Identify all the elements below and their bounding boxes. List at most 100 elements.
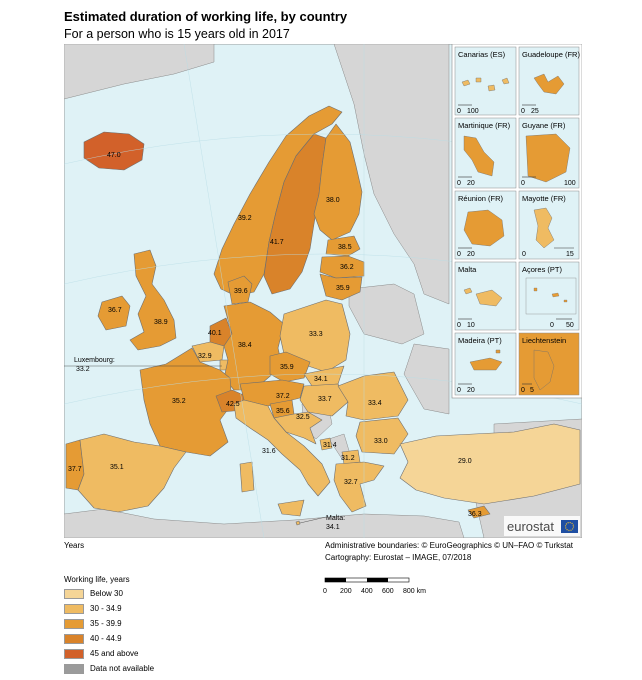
legend-swatch <box>64 603 84 614</box>
region-lithuania <box>319 273 363 301</box>
inset-madeira: Madeira (PT) 0 20 <box>454 332 517 396</box>
legend-item-45-plus: 45 and above <box>64 648 139 659</box>
region-hungary <box>299 383 349 417</box>
label-norway: 39.2 <box>238 215 252 222</box>
label-netherlands: 40.1 <box>208 330 222 337</box>
region-greece <box>333 461 385 513</box>
svg-text:Martinique (FR): Martinique (FR) <box>458 121 511 130</box>
label-slovenia: 35.6 <box>276 408 290 415</box>
region-montenegro <box>319 437 333 451</box>
svg-text:15: 15 <box>566 251 574 258</box>
cartography-text: Cartography: Eurostat – IMAGE, 07/2018 <box>325 553 472 562</box>
label-hungary: 33.7 <box>318 396 332 403</box>
inset-guyane: Guyane (FR) 0 100 <box>518 117 580 189</box>
svg-text:0: 0 <box>521 387 525 394</box>
label-germany: 38.4 <box>238 342 252 349</box>
region-italy <box>233 399 331 497</box>
legend-title: Working life, years <box>64 575 130 584</box>
region-malta <box>295 520 301 526</box>
region-sicily <box>277 499 305 517</box>
label-north-macedonia: 31.2 <box>341 455 355 462</box>
label-montenegro: 31.4 <box>323 442 337 449</box>
region-czechia <box>269 351 311 383</box>
insets-panel: Canarias (ES) 0 100 Guadeloupe (FR) 0 25… <box>451 44 582 399</box>
svg-text:20: 20 <box>467 387 475 394</box>
region-denmark <box>227 275 253 305</box>
label-finland: 38.0 <box>326 197 340 204</box>
region-romania <box>337 371 409 421</box>
label-spain: 35.1 <box>110 464 124 471</box>
svg-text:200: 200 <box>340 588 352 595</box>
svg-text:0: 0 <box>457 180 461 187</box>
inset-liechtenstein: Liechtenstein 0 5 <box>518 332 580 396</box>
inset-acores: Açores (PT) 0 50 <box>518 261 580 331</box>
label-portugal: 37.7 <box>68 466 82 473</box>
svg-text:0: 0 <box>457 108 461 115</box>
svg-text:Açores (PT): Açores (PT) <box>522 265 563 274</box>
label-iceland: 47.0 <box>107 152 121 159</box>
svg-text:20: 20 <box>467 251 475 258</box>
svg-text:0: 0 <box>521 108 525 115</box>
malta-callout-value: 34.1 <box>326 524 340 531</box>
svg-text:10: 10 <box>467 322 475 329</box>
legend-swatch <box>64 588 84 599</box>
svg-text:50: 50 <box>566 322 574 329</box>
svg-text:Mayotte (FR): Mayotte (FR) <box>522 194 566 203</box>
label-greece: 32.7 <box>344 479 358 486</box>
region-cyprus <box>467 505 491 519</box>
label-belgium: 32.9 <box>198 353 212 360</box>
label-czechia: 35.9 <box>280 364 294 371</box>
svg-text:Madeira (PT): Madeira (PT) <box>458 336 502 345</box>
legend-item-not-available: Data not available <box>64 663 154 674</box>
label-estonia: 38.5 <box>338 244 352 251</box>
scale-bar: 0 200 400 600 800 km <box>323 577 426 595</box>
svg-text:Guadeloupe (FR): Guadeloupe (FR) <box>522 50 580 59</box>
credits-text: Administrative boundaries: © EuroGeograp… <box>325 541 574 550</box>
label-sweden: 41.7 <box>270 239 284 246</box>
label-uk: 38.9 <box>154 319 168 326</box>
svg-text:Canarias (ES): Canarias (ES) <box>458 50 506 59</box>
region-finland <box>313 123 363 241</box>
svg-text:Réunion (FR): Réunion (FR) <box>458 194 504 203</box>
legend-item-below-30: Below 30 <box>64 588 123 599</box>
region-ireland <box>97 295 131 331</box>
malta-leader-line <box>299 516 327 524</box>
label-poland: 33.3 <box>309 331 323 338</box>
region-bulgaria <box>355 417 409 455</box>
country-value-labels: 47.0 39.2 41.7 38.0 38.5 36.2 35.9 39.6 … <box>64 152 482 531</box>
svg-text:800 km: 800 km <box>403 588 426 595</box>
region-uk <box>129 249 177 351</box>
label-latvia: 36.2 <box>340 264 354 271</box>
svg-text:0: 0 <box>521 180 525 187</box>
region-poland <box>279 299 351 373</box>
region-sardinia <box>239 461 255 493</box>
region-norway <box>213 105 343 297</box>
luxembourg-callout-label: Luxembourg: <box>74 357 115 364</box>
svg-text:Liechtenstein: Liechtenstein <box>522 336 566 345</box>
legend-swatch <box>64 618 84 629</box>
region-france <box>139 347 233 457</box>
legend-swatch <box>64 648 84 659</box>
units-label: Years <box>64 541 85 550</box>
legend-swatch <box>64 663 84 674</box>
inset-canarias: Canarias (ES) 0 100 <box>454 46 517 116</box>
svg-text:Malta: Malta <box>458 265 477 274</box>
label-switzerland: 42.5 <box>226 401 240 408</box>
eurostat-logo: eurostat <box>504 516 580 536</box>
legend-item-30-34: 30 - 34.9 <box>64 603 122 614</box>
svg-text:5: 5 <box>530 387 534 394</box>
label-france: 35.2 <box>172 398 186 405</box>
luxembourg-callout-value: 33.2 <box>76 366 90 373</box>
map-title: Estimated duration of working life, by c… <box>64 9 348 24</box>
country-shapes <box>65 105 581 526</box>
label-cyprus: 36.3 <box>468 511 482 518</box>
inset-reunion: Réunion (FR) 0 20 <box>454 190 517 260</box>
svg-text:100: 100 <box>564 180 576 187</box>
svg-text:0: 0 <box>457 322 461 329</box>
svg-text:25: 25 <box>531 108 539 115</box>
svg-text:100: 100 <box>467 108 479 115</box>
label-turkey: 29.0 <box>458 458 472 465</box>
label-slovakia: 34.1 <box>314 376 328 383</box>
svg-text:0: 0 <box>457 251 461 258</box>
inset-malta: Malta 0 10 <box>454 261 517 331</box>
